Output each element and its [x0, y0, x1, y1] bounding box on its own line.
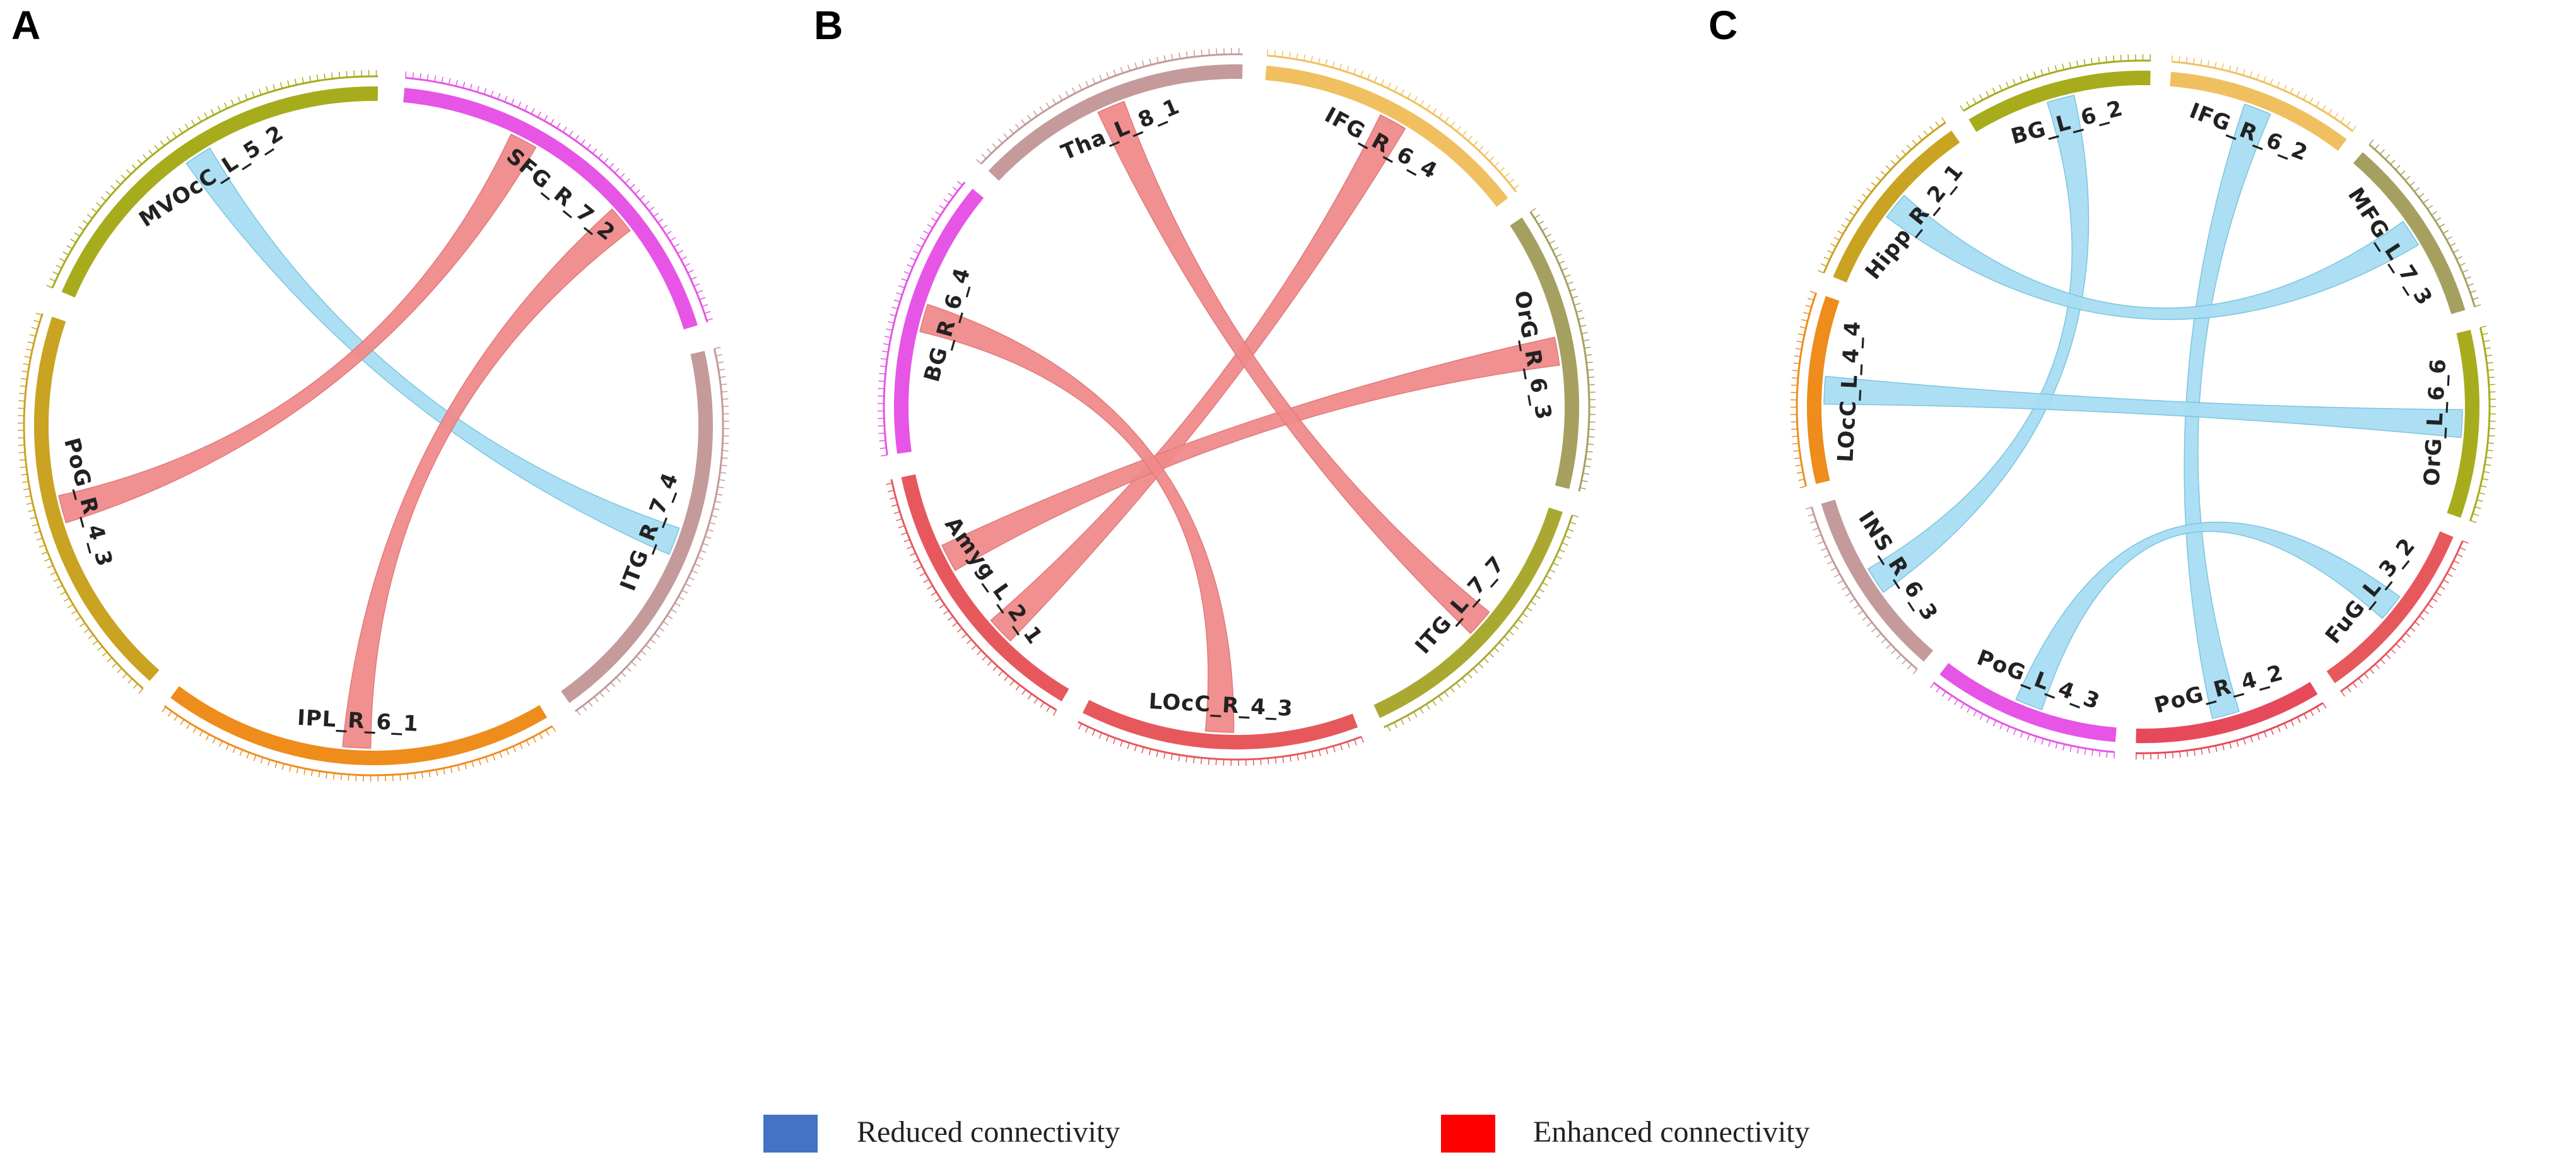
ticks-itg_r_7_4: [576, 346, 729, 716]
region-label-locc_r_4_3: LOcC_R_4_3: [1148, 689, 1294, 722]
tick-arc-tha_l_8_1: [980, 53, 1243, 165]
ribbon-bg_l_6_2-to-ins_r_6_3: [1867, 95, 2090, 593]
tick-arc-hipp_r_2_1: [1823, 121, 1946, 274]
ticks-tha_l_8_1: [976, 48, 1240, 165]
ticks-mfg_l_7_3: [2368, 139, 2481, 307]
segment-tha_l_8_1: [988, 64, 1243, 181]
ribbon-sfg_r_7_2-to-pog_r_4_3: [58, 133, 537, 524]
legend: Reduced connectivity Enhanced connectivi…: [763, 1115, 1810, 1153]
region-label-ins_r_6_3: INS_R_6_3: [1853, 507, 1943, 626]
tick-arc-org_l_6_6: [2469, 327, 2491, 522]
tick-arc-bg_r_6_4: [883, 181, 966, 455]
ticks-ifg_r_6_4: [1266, 49, 1519, 189]
ticks-amyg_l_2_1: [886, 483, 1057, 716]
tick-arc-org_r_6_3: [1529, 211, 1591, 492]
tick-arc-pog_l_4_3: [1932, 681, 2115, 753]
ribbon-locc_l_4_4-to-org_l_6_6: [1823, 375, 2463, 438]
segment-itg_l_7_7: [1373, 507, 1563, 719]
segment-bg_r_6_4: [893, 189, 984, 454]
region-label-fug_l_3_2: FuG_L_3_2: [2320, 533, 2421, 649]
ticks-org_r_6_3: [1530, 208, 1596, 490]
tick-arc-sfg_r_7_2: [405, 76, 709, 323]
ticks-pog_r_4_3: [18, 312, 144, 694]
segment-ifg_r_6_2: [2170, 71, 2347, 151]
ribbon-bg_r_6_4-to-locc_r_4_3: [919, 303, 1235, 733]
ticks-fug_l_3_2: [2341, 540, 2469, 697]
ticks-mvocc_l_5_2: [46, 70, 377, 289]
panel-b: B IFG_R_6_4OrG_R_6_3ITG_L_7_7LOcC_R_4_3A…: [814, 3, 1596, 766]
tick-arc-pog_r_4_2: [2135, 702, 2324, 754]
ribbon-hipp_r_2_1-to-mfg_l_7_3: [1886, 194, 2420, 320]
ticks-hipp_r_2_1: [1818, 117, 1946, 274]
ribbon-ifg_r_6_2-to-pog_r_4_2: [2184, 103, 2271, 719]
tick-arc-ins_r_6_3: [1810, 506, 1918, 671]
panel-letter-c: C: [1709, 3, 1738, 48]
panel-a: A SFG_R_7_2ITG_R_7_4IPL_R_6_1PoG_R_4_3MV…: [11, 3, 729, 782]
segment-bg_l_6_2: [1968, 70, 2151, 132]
legend-swatch-enhanced: [1441, 1115, 1495, 1153]
ticks-itg_l_7_7: [1387, 514, 1579, 732]
tick-arc-mfg_l_7_3: [2368, 143, 2476, 308]
ticks-bg_r_6_4: [878, 180, 963, 457]
ribbon-fug_l_3_2-to-pog_l_4_3: [2015, 521, 2401, 710]
ticks-locc_r_4_3: [1078, 723, 1364, 766]
tick-arc-ifg_r_6_2: [2172, 61, 2354, 132]
region-label-locc_l_4_4: LOcC_L_4_4: [1833, 320, 1866, 462]
segment-hipp_r_2_1: [1833, 131, 1960, 283]
segment-ifg_r_6_4: [1265, 66, 1509, 207]
panel-letter-b: B: [814, 3, 843, 48]
ribbon-tha_l_8_1-to-itg_l_7_7: [1097, 100, 1490, 634]
ticks-locc_l_4_4: [1790, 290, 1816, 488]
ticks-ifg_r_6_2: [2171, 55, 2357, 131]
panel-letter-a: A: [11, 3, 40, 48]
segment-mfg_l_7_3: [2353, 152, 2466, 315]
segment-locc_l_4_4: [1807, 296, 1840, 484]
region-label-org_l_6_6: OrG_L_6_6: [2420, 358, 2452, 486]
segment-ipl_r_6_1: [170, 686, 548, 765]
segment-pog_r_4_3: [33, 317, 160, 681]
ticks-pog_r_4_2: [2136, 702, 2327, 760]
tick-arc-itg_l_7_7: [1384, 514, 1573, 729]
tick-arc-bg_l_6_2: [1963, 59, 2151, 112]
tick-arc-locc_l_4_4: [1796, 292, 1818, 487]
ticks-pog_l_4_3: [1929, 683, 2115, 759]
ticks-ipl_r_6_1: [162, 707, 556, 782]
segment-pog_l_4_3: [1939, 662, 2117, 743]
segment-org_l_6_6: [2447, 329, 2479, 518]
segment-org_r_6_3: [1510, 217, 1580, 490]
panel-c: C IFG_R_6_2MFG_L_7_3OrG_L_6_6FuG_L_3_2Po…: [1709, 3, 2497, 760]
region-label-ifg_r_6_4: IFG_R_6_4: [1320, 102, 1442, 184]
ticks-sfg_r_7_2: [404, 71, 713, 321]
tick-arc-fug_l_3_2: [2340, 540, 2464, 693]
legend-swatch-reduced: [763, 1115, 818, 1153]
ticks-bg_l_6_2: [1960, 54, 2151, 112]
ribbon-mvocc_l_5_2-to-itg_r_7_4: [185, 147, 680, 555]
segment-mvocc_l_5_2: [61, 86, 379, 298]
ribbon-org_r_6_3-to-amyg_l_2_1: [941, 336, 1560, 572]
ribbon-ifg_r_6_4-to-amyg_l_2_1: [990, 114, 1406, 642]
segment-pog_r_4_2: [2136, 682, 2318, 743]
ticks-ins_r_6_3: [1805, 507, 1918, 674]
ribbon-sfg_r_7_2-to-ipl_r_6_1: [342, 208, 631, 749]
tick-arc-ipl_r_6_1: [163, 705, 553, 777]
segment-fug_l_3_2: [2326, 531, 2454, 683]
legend-label-reduced: Reduced connectivity: [857, 1115, 1120, 1149]
legend-label-enhanced: Enhanced connectivity: [1533, 1115, 1810, 1149]
tick-arc-ifg_r_6_4: [1267, 54, 1517, 193]
tick-arc-locc_r_4_3: [1078, 720, 1362, 761]
region-label-ipl_r_6_1: IPL_R_6_1: [297, 705, 420, 737]
tick-arc-amyg_l_2_1: [890, 479, 1057, 711]
segment-amyg_l_2_1: [901, 474, 1069, 701]
ticks-org_l_6_6: [2470, 326, 2497, 524]
segment-itg_r_7_4: [561, 351, 713, 703]
tick-arc-pog_r_4_3: [23, 313, 144, 690]
segment-locc_r_4_3: [1082, 700, 1358, 749]
segment-ins_r_6_3: [1821, 499, 1934, 662]
